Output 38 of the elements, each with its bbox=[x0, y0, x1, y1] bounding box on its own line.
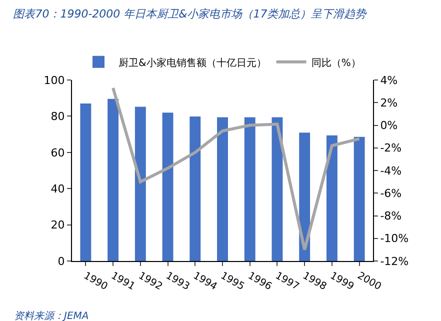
bar bbox=[80, 104, 92, 261]
y-tick-label: 0 bbox=[58, 254, 65, 268]
y2-tick-label: -8% bbox=[380, 210, 402, 223]
y-tick-label: 20 bbox=[50, 218, 65, 232]
legend-label: 厨卫&小家电销售额（十亿日元） bbox=[118, 56, 266, 69]
y2-tick-label: -6% bbox=[380, 186, 402, 200]
bar bbox=[354, 136, 365, 261]
y-tick-label: 80 bbox=[50, 110, 65, 124]
y2-tick-label: 4% bbox=[380, 74, 398, 87]
y2-tick-label: 2% bbox=[380, 96, 398, 110]
bar bbox=[299, 132, 310, 261]
bar bbox=[134, 106, 146, 261]
legend-label: 同比（%） bbox=[311, 56, 361, 69]
bar bbox=[108, 98, 119, 261]
x-tick-label: 1993 bbox=[164, 270, 192, 293]
bar bbox=[217, 117, 228, 261]
y-tick-label: 100 bbox=[44, 74, 65, 87]
y2-tick-label: -12% bbox=[380, 254, 409, 268]
x-tick-label: 1990 bbox=[82, 270, 110, 293]
x-tick-label: 1995 bbox=[218, 270, 246, 293]
text: 资料来源：JEMA bbox=[14, 310, 89, 321]
y2-tick-label: -2% bbox=[380, 142, 402, 155]
x-tick-label: 1998 bbox=[300, 270, 328, 293]
bar bbox=[244, 117, 256, 261]
chart-title: 图表70：1990-2000 年日本厨卫&小家电市场（17类加总）呈下滑趋势 bbox=[13, 7, 368, 20]
bar bbox=[326, 135, 338, 261]
bar bbox=[190, 116, 201, 261]
bar bbox=[162, 112, 174, 261]
y2-tick-label: -4% bbox=[380, 164, 402, 178]
y2-tick-label: -10% bbox=[380, 232, 409, 246]
y-tick-label: 60 bbox=[50, 146, 65, 160]
x-tick-label: 1997 bbox=[273, 270, 301, 293]
y2-tick-label: 0% bbox=[380, 119, 398, 132]
bar bbox=[272, 117, 283, 261]
y-tick-label: 40 bbox=[50, 182, 65, 196]
x-tick-label: 1999 bbox=[328, 270, 356, 293]
line-series bbox=[112, 86, 361, 252]
x-tick-label: 1996 bbox=[246, 270, 274, 293]
